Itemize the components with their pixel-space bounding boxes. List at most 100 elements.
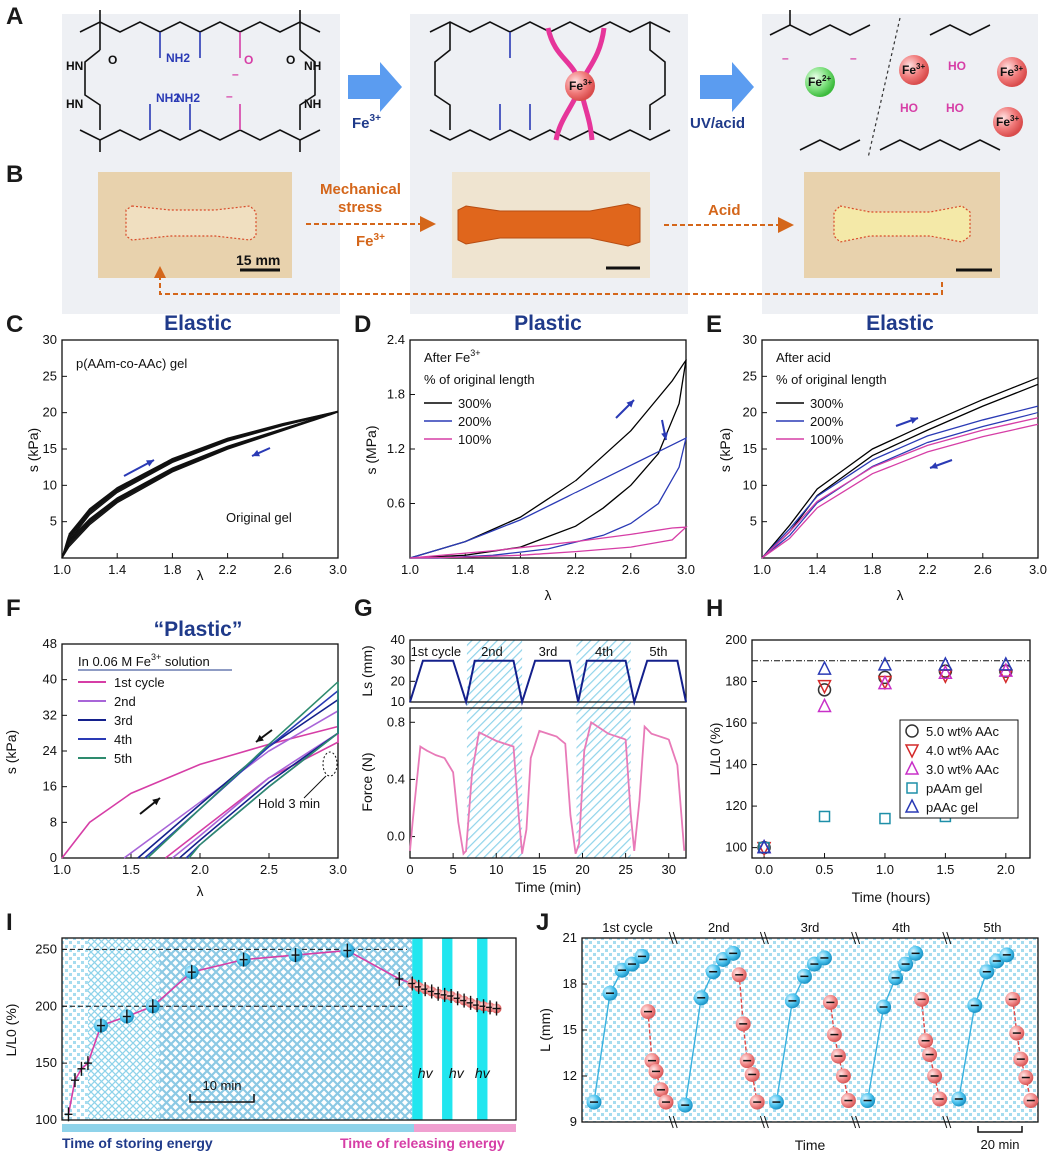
g-xtick-label: 30	[662, 862, 676, 877]
chem-nh2-2: NH2	[156, 91, 180, 105]
panel-j-label: J	[536, 909, 549, 936]
panel-e-label: E	[706, 311, 722, 338]
j-cycle-label: 5th	[983, 920, 1001, 935]
d-xtick-label: 2.2	[567, 562, 585, 577]
i-ytick-label: 100	[35, 1112, 57, 1127]
i-hv-label: hv	[418, 1065, 434, 1081]
d-series-200%	[409, 436, 687, 559]
f-hold-leader	[303, 775, 327, 799]
e-ytick-label: 30	[743, 332, 757, 347]
e-series-200%-return	[761, 412, 1039, 559]
d-legend-subtitle: % of original length	[424, 372, 535, 387]
j-ylabel: L (mm)	[537, 1008, 553, 1052]
d-xtick-label: 1.8	[511, 562, 529, 577]
panel-d-label: D	[354, 311, 371, 338]
i-hv-band	[477, 938, 488, 1120]
svg-text:Fe3+: Fe3+	[569, 78, 592, 93]
c-series-line	[61, 410, 339, 559]
fe2-ion-sup: 2+	[822, 74, 831, 83]
h-ytick-label: 140	[725, 757, 747, 772]
fe3-ion-free-1	[899, 55, 929, 85]
uv-acid-label: UV/acid	[690, 115, 745, 132]
h-point-pAAm gel	[818, 810, 831, 823]
g-bottom-ytick-label: 0.4	[387, 771, 405, 786]
h-ylabel: L/L0 (%)	[707, 723, 723, 776]
g-xtick-label: 20	[575, 862, 589, 877]
g-bottom-frame	[409, 707, 687, 859]
h-legend-label: 3.0 wt% AAc	[926, 762, 999, 777]
j-break	[946, 1115, 952, 1129]
c-ytick-label: 20	[43, 405, 57, 420]
i-time-store: Time of storing energy	[62, 1135, 213, 1151]
f-ytick-label: 0	[50, 850, 57, 865]
e-xtick-label: 1.4	[808, 562, 826, 577]
h-legend-label: pAAc gel	[926, 800, 978, 815]
e-ytick-label: 20	[743, 405, 757, 420]
d-ytick-label: 0.6	[387, 496, 405, 511]
g-cycle-label: 5th	[649, 644, 667, 659]
h-ytick-label: 100	[725, 840, 747, 855]
panel-f-title: “Plastic”	[154, 618, 243, 641]
d-legend-title: After Fe3+	[424, 348, 481, 365]
e-series-200%	[761, 405, 1039, 559]
fe3-label-sup: 3+	[370, 113, 382, 124]
j-break	[763, 931, 769, 945]
fe3-ion-bound-sup: 3+	[583, 78, 592, 87]
e-series-300%-return	[761, 383, 1039, 559]
g-cycle-label: 2nd	[481, 644, 503, 659]
h-legend-marker	[904, 798, 920, 813]
g-bottom-ylabel: Force (N)	[359, 752, 375, 811]
g-xtick-label: 25	[618, 862, 632, 877]
svg-text:Fe3+: Fe3+	[1000, 64, 1023, 79]
d-xtick-label: 2.6	[622, 562, 640, 577]
h-point-4.0 wt% AAc	[817, 679, 832, 695]
i-hv-band	[412, 938, 423, 1120]
c-xtick-label: 1.8	[163, 562, 181, 577]
e-xtick-label: 2.2	[919, 562, 937, 577]
c-series-line	[61, 411, 339, 559]
f-annotation-hold: Hold 3 min	[258, 796, 320, 811]
j-scalebar	[977, 1126, 1023, 1133]
fe3-ion-free-2-label: Fe	[1000, 65, 1014, 79]
chem-nh2-3: NH2	[176, 91, 200, 105]
h-xlabel: Time (hours)	[852, 889, 931, 905]
j-ytick-label: 9	[570, 1114, 577, 1129]
f-legend-label: 1st cycle	[114, 675, 165, 690]
h-xtick-label: 1.0	[876, 862, 894, 877]
f-ytick-label: 8	[50, 814, 57, 829]
e-legend-label: 100%	[810, 432, 844, 447]
fe3-ion-free-3-sup: 3+	[1010, 114, 1019, 123]
e-series-300%	[761, 377, 1039, 559]
g-cycle-label: 4th	[595, 644, 613, 659]
chem-ho-2: HO	[900, 101, 918, 115]
panel-h-label: H	[706, 595, 723, 622]
f-legend-label: 2nd	[114, 694, 136, 709]
c-series-line	[61, 411, 339, 559]
scale-bar-label: 15 mm	[236, 252, 280, 268]
f-legend-title-tail: solution	[161, 654, 209, 669]
d-xtick-label: 1.4	[456, 562, 474, 577]
c-series-line	[61, 410, 339, 559]
j-break	[942, 1115, 948, 1129]
panel-c: C Elastic 1.0 1.4 1.8 2.2 2.6 3.0 5 10 15 20 25 30 p…	[6, 311, 347, 583]
e-arrow-unload-head	[930, 462, 938, 469]
g-top-ytick-label: 20	[391, 673, 405, 688]
i-region-1	[62, 938, 88, 1120]
g-top-frame	[409, 639, 687, 703]
chem-minus-4: –	[850, 51, 857, 65]
e-legend-title: After acid	[776, 350, 831, 365]
e-legend-subtitle: % of original length	[776, 372, 887, 387]
f-xtick-label: 1.5	[122, 862, 140, 877]
c-ytick-label: 15	[43, 441, 57, 456]
h-point-pAAc gel	[756, 838, 772, 854]
i-time-release-key: Time	[340, 1135, 373, 1151]
g-xtick-label: 0	[406, 862, 413, 877]
chem-nh2-1: NH2	[166, 51, 190, 65]
c-ytick-label: 10	[43, 477, 57, 492]
f-xtick-label: 3.0	[329, 862, 347, 877]
c-series-line	[61, 411, 339, 559]
j-ytick-label: 21	[563, 930, 577, 945]
h-point-3.0 wt% AAc	[938, 664, 953, 679]
panel-b: B 15 mm Mechanical stress Fe3+ Acid	[6, 161, 1000, 295]
chem-hn-left-2: HN	[66, 97, 83, 111]
